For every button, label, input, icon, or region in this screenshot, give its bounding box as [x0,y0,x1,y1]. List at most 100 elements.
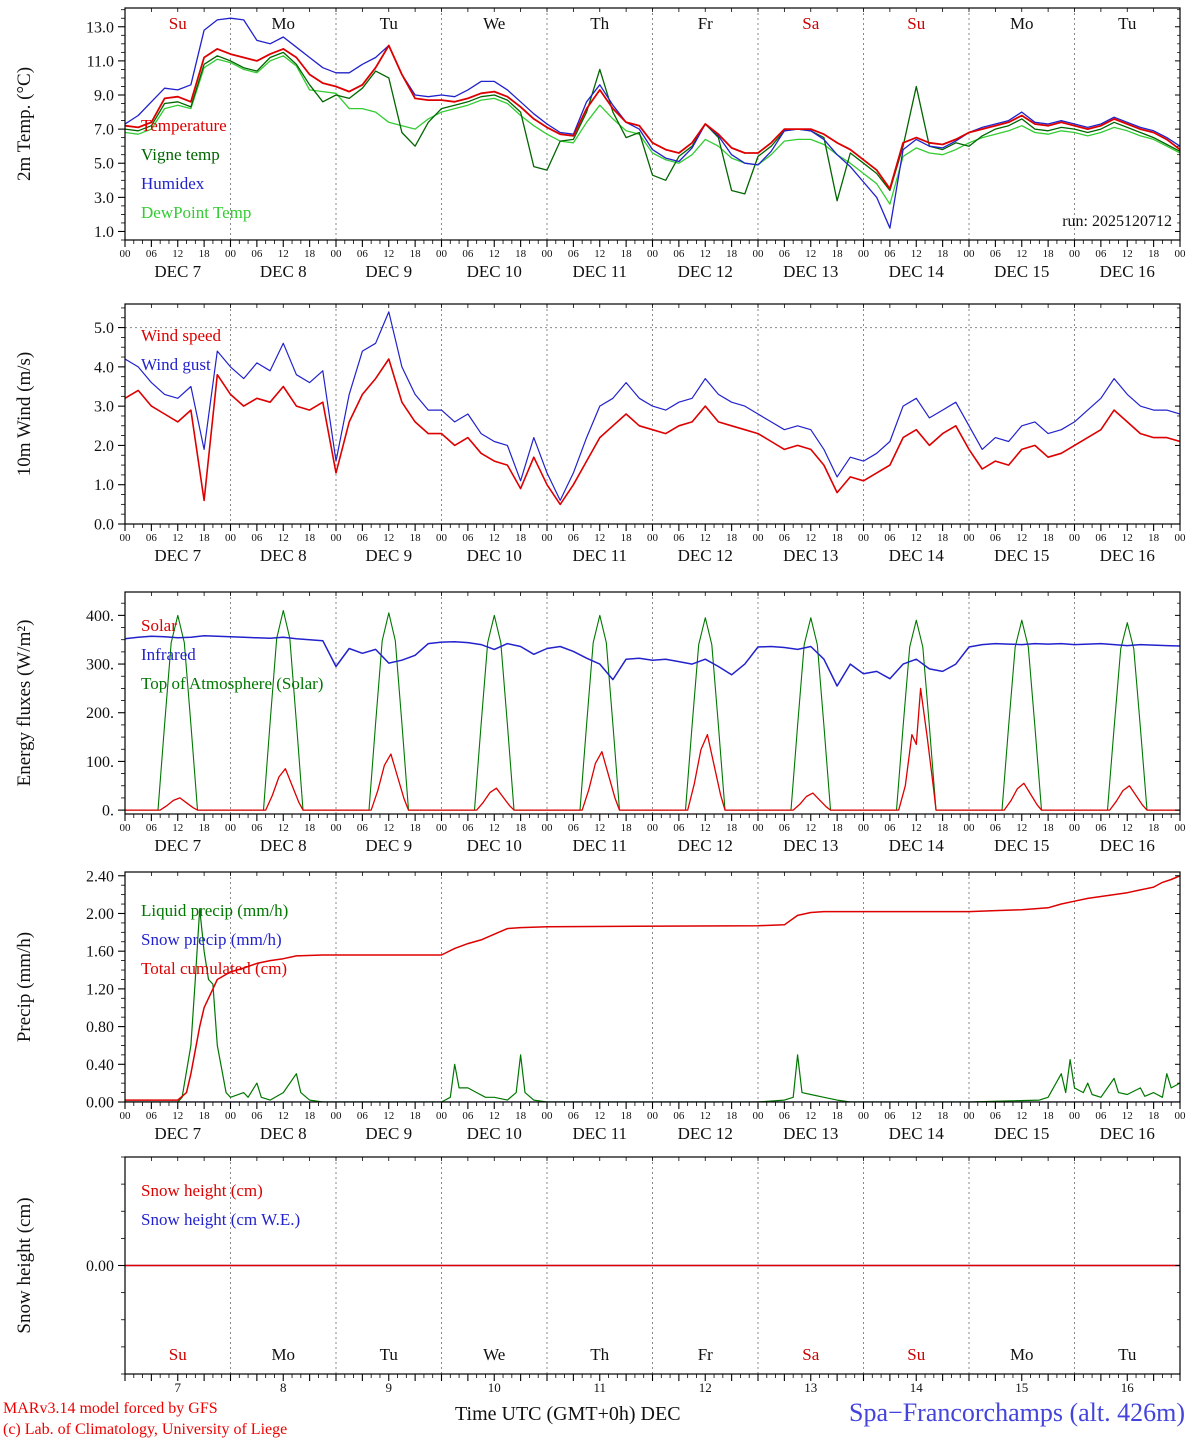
hour-tick-label: 06 [673,532,685,544]
hour-tick-label: 18 [515,822,527,834]
hour-tick-label: 12 [278,532,289,544]
date-label: DEC 13 [783,546,838,565]
hour-tick-label: 12 [1016,822,1027,834]
date-label: DEC 8 [260,836,307,855]
series-solar [125,687,1180,811]
day-number-label: 8 [280,1380,287,1395]
hour-tick-label: 12 [1122,1110,1133,1122]
date-label: DEC 9 [365,546,412,565]
hour-tick-label: 12 [1016,532,1027,544]
y-tick-label: 0. [102,803,114,820]
hour-tick-label: 00 [542,822,554,834]
y-axis-title: Precip (mm/h) [14,932,35,1042]
hour-tick-label: 00 [647,1110,659,1122]
hour-tick-label: 06 [1095,248,1107,260]
panel-energy-fluxes: 0. 100. 200. 300. 400. 00 06 12 18 00 06 12 18 00 06 12… [14,591,1186,855]
hour-tick-label: 18 [832,1110,844,1122]
y-tick-label: 1.60 [86,944,114,961]
hour-tick-label: 18 [410,1110,422,1122]
y-tick-label: 0.00 [86,1095,114,1112]
hour-tick-label: 18 [199,248,211,260]
hour-tick-label: 12 [383,532,394,544]
hour-tick-label: 00 [858,532,870,544]
x-axis-title: Time UTC (GMT+0h) DEC [455,1403,681,1425]
day-name-label: We [483,14,505,33]
day-number-label: 14 [910,1380,924,1395]
y-tick-label: 0.80 [86,1019,114,1036]
date-label: DEC 12 [678,1124,733,1143]
hour-tick-label: 06 [884,532,896,544]
y-axis-title: 2m Temp. (°C) [14,67,35,181]
hour-tick-label: 06 [673,822,685,834]
hour-tick-label: 06 [251,532,263,544]
y-tick-label: 3.0 [94,190,114,207]
day-number-label: 16 [1121,1380,1135,1395]
hour-tick-label: 18 [621,532,633,544]
hour-tick-label: 06 [1095,532,1107,544]
date-label: DEC 15 [994,1124,1049,1143]
date-label: DEC 15 [994,546,1049,565]
day-name-label: Fr [698,1345,713,1364]
hour-tick-label: 12 [805,248,816,260]
hour-tick-label: 00 [225,248,237,260]
hour-tick-label: 06 [779,248,791,260]
y-axis-title: Energy fluxes (W/m²) [14,620,35,787]
day-number-label: 9 [386,1380,393,1395]
hour-tick-label: 12 [594,532,605,544]
legend-snow-precip-mm-h: Snow precip (mm/h) [141,930,282,949]
y-tick-label: 7.0 [94,122,114,139]
hour-tick-label: 06 [1095,1110,1107,1122]
hour-tick-label: 00 [120,248,132,260]
model-credit: MARv3.14 model forced by GFS (c) Lab. of… [3,1398,287,1440]
hour-tick-label: 00 [1175,532,1187,544]
series-group [125,311,1180,506]
series-liquid-precip-mm-h [125,908,1180,1102]
y-tick-label: 2.40 [86,868,114,885]
hour-tick-label: 00 [436,532,448,544]
legend-solar: Solar [141,616,177,635]
hour-tick-label: 12 [172,532,183,544]
hour-tick-label: 12 [805,532,816,544]
hour-tick-label: 06 [462,1110,474,1122]
hour-tick-label: 00 [647,822,659,834]
hour-tick-label: 00 [542,1110,554,1122]
hour-tick-label: 12 [172,822,183,834]
day-name-label: Tu [380,14,399,33]
hour-tick-label: 12 [805,1110,816,1122]
date-label: DEC 9 [365,262,412,281]
date-label: DEC 9 [365,836,412,855]
y-tick-label: 400. [86,608,114,625]
legend-snow-height-cm-w-e: Snow height (cm W.E.) [141,1210,300,1229]
series-total-cumulated-cm [125,875,1180,1101]
hour-tick-label: 12 [489,822,500,834]
hour-tick-label: 18 [1148,532,1160,544]
day-number-label: 12 [699,1380,712,1395]
day-name-label: Mo [1010,1345,1034,1364]
hour-tick-label: 12 [594,248,605,260]
legend-top-of-atmosphere-solar: Top of Atmosphere (Solar) [141,674,323,693]
hour-tick-label: 06 [357,1110,369,1122]
hour-tick-label: 00 [331,1110,343,1122]
hour-tick-label: 06 [884,1110,896,1122]
hour-tick-label: 06 [146,248,158,260]
hour-tick-label: 18 [515,1110,527,1122]
hour-tick-label: 18 [1043,1110,1055,1122]
hour-tick-label: 06 [568,532,580,544]
hour-tick-label: 12 [489,532,500,544]
y-tick-label: 2.0 [94,438,114,455]
hour-tick-label: 00 [858,822,870,834]
y-tick-label: 5.0 [94,156,114,173]
hour-tick-label: 18 [304,1110,316,1122]
day-number-label: 15 [1015,1380,1028,1395]
hour-tick-label: 00 [858,248,870,260]
y-tick-label: 0.40 [86,1057,114,1074]
series-top-of-atmosphere-solar [125,609,1180,811]
hour-tick-label: 06 [884,248,896,260]
date-label: DEC 10 [467,546,522,565]
y-axis-title: 10m Wind (m/s) [14,352,35,477]
panel-temperature: 1.0 3.0 5.0 7.0 9.0 11.0 13.0 00 06 12 18 00 06 12 18 0… [14,7,1186,281]
hour-tick-label: 00 [120,822,132,834]
y-tick-label: 4.0 [94,359,114,376]
